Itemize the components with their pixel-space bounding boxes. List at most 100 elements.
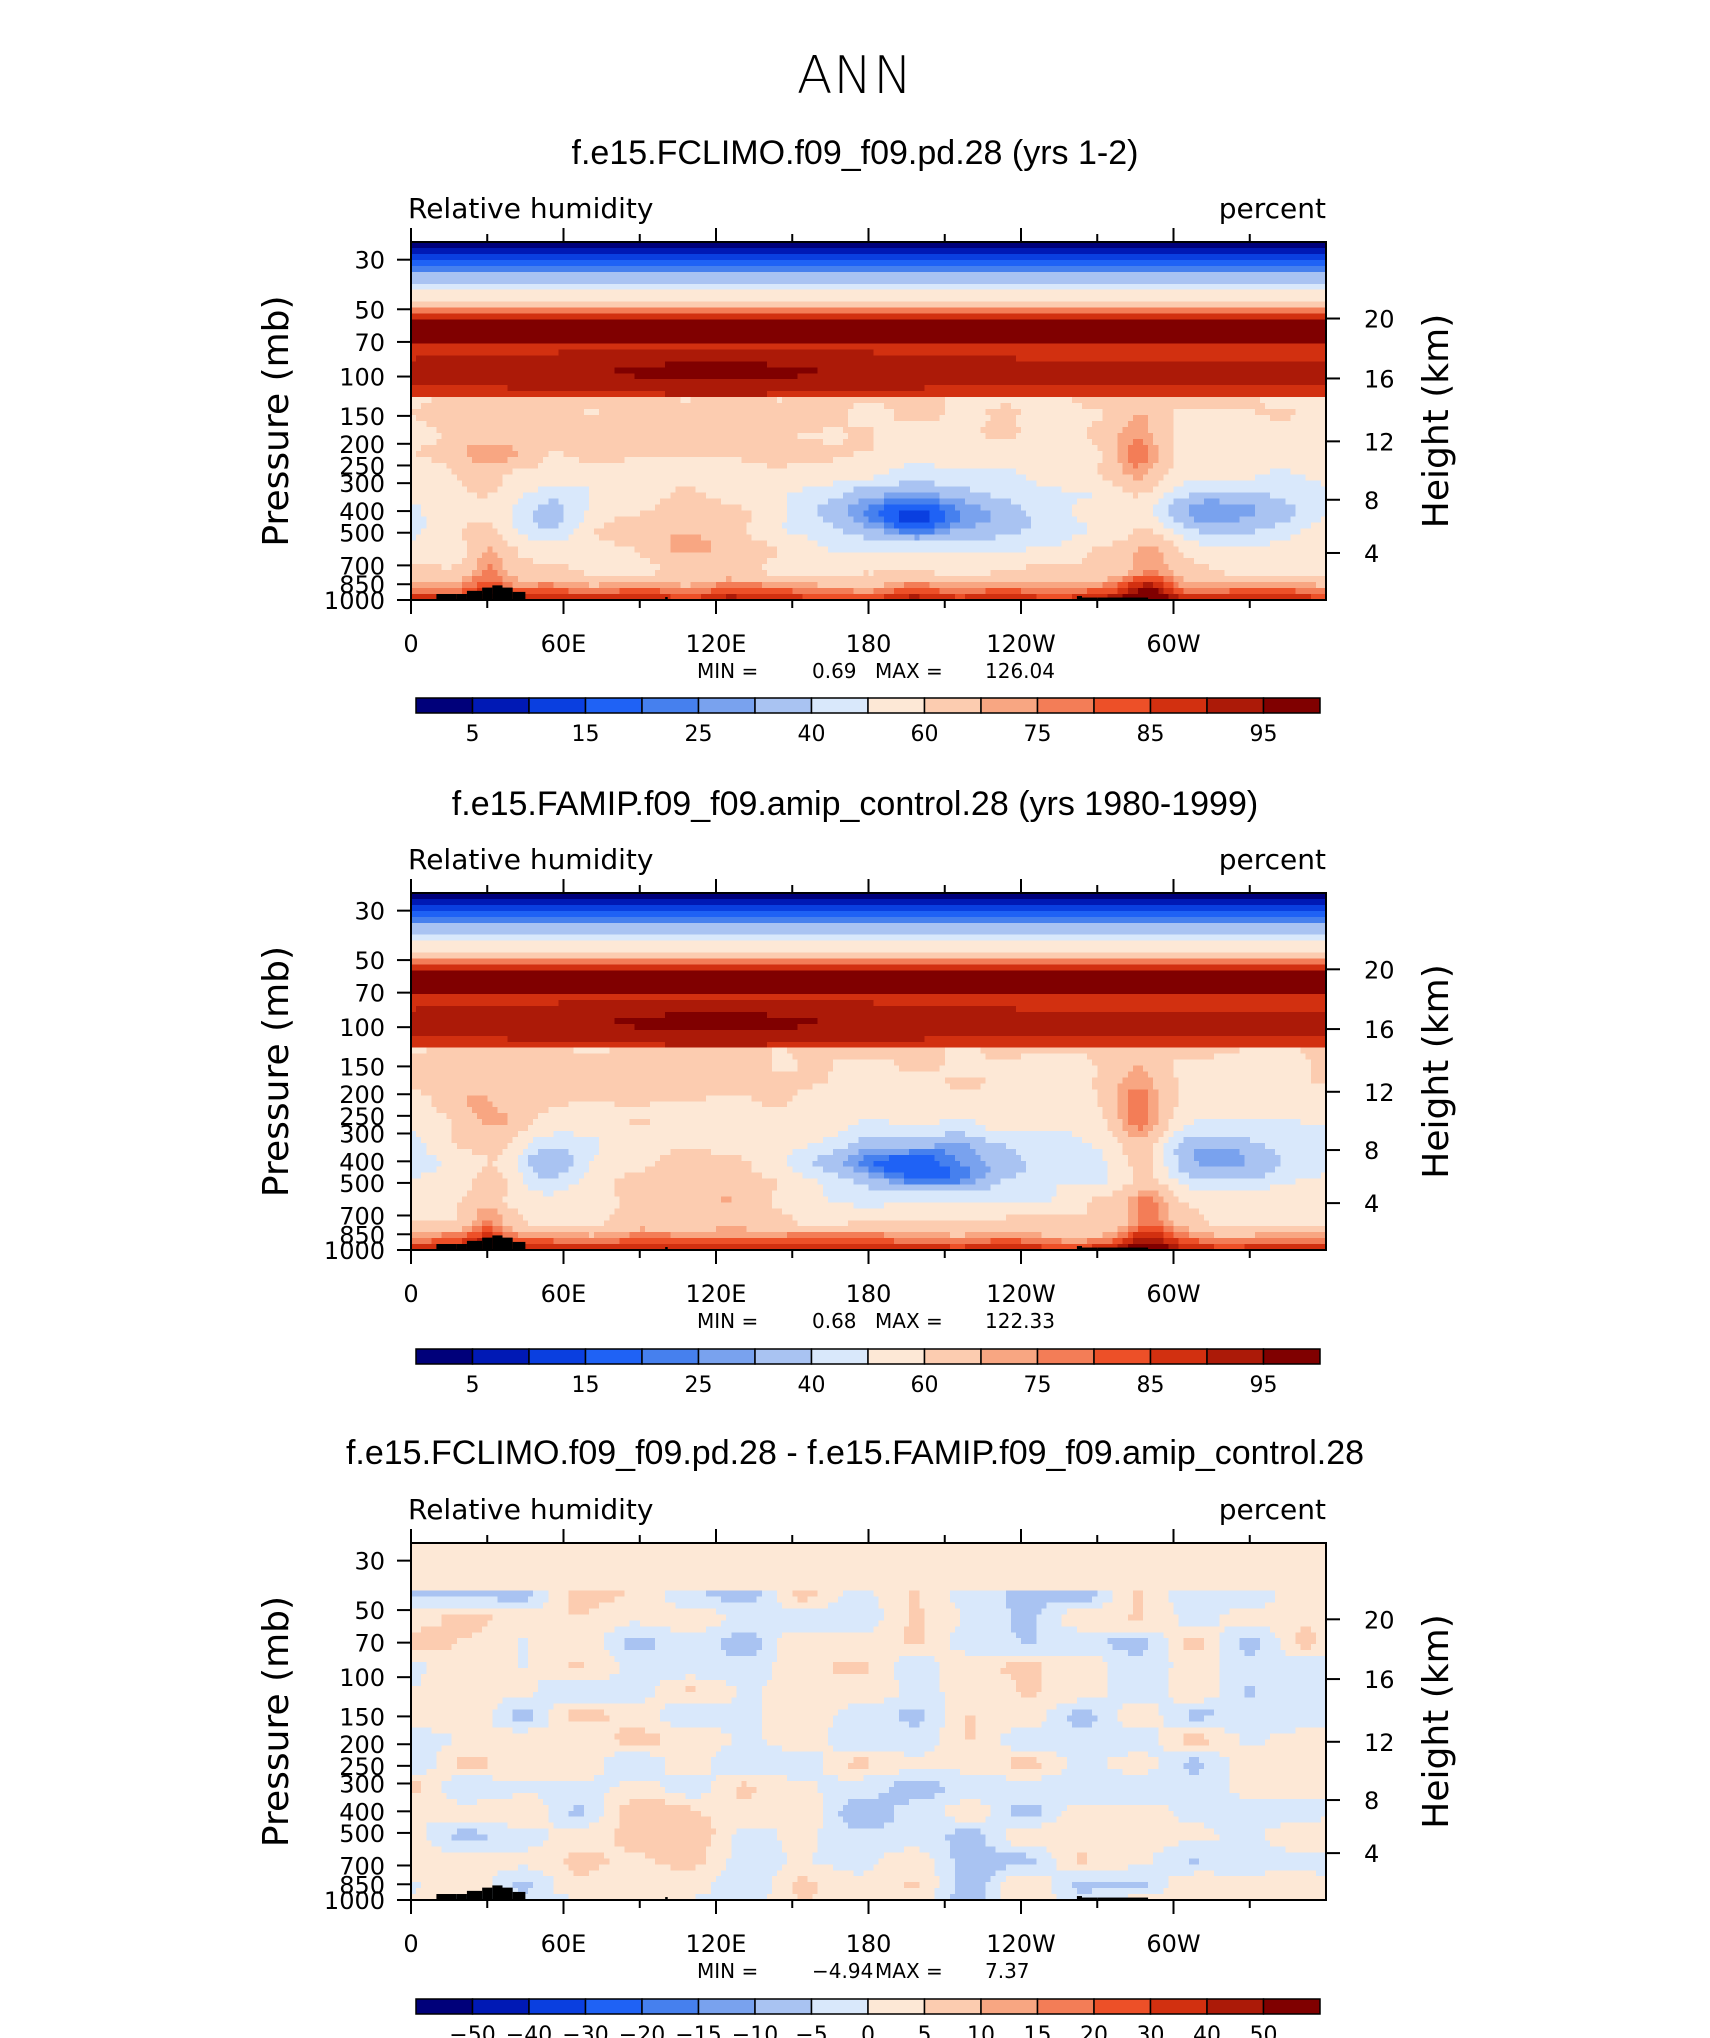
field-cell: [1107, 272, 1113, 279]
field-cell: [914, 367, 920, 374]
field-cell: [787, 385, 793, 392]
field-cell: [1016, 373, 1022, 380]
field-cell: [1219, 361, 1225, 368]
field-cell: [1168, 290, 1174, 297]
field-cell: [1194, 326, 1200, 333]
field-cell: [691, 385, 697, 392]
field-cell: [818, 284, 824, 291]
field-cell: [436, 379, 442, 386]
field-cell: [1163, 326, 1169, 333]
field-cell: [792, 290, 798, 297]
field-cell: [436, 367, 442, 374]
field-cell: [1077, 260, 1083, 267]
field-cell: [680, 302, 686, 309]
field-cell: [1143, 343, 1149, 350]
field-cell: [1006, 355, 1012, 362]
field-cell: [726, 254, 732, 261]
field-cell: [863, 337, 869, 344]
field-cell: [1270, 337, 1276, 344]
field-cell: [503, 314, 509, 321]
field-cell: [594, 254, 600, 261]
field-cell: [731, 332, 737, 339]
field-cell: [741, 379, 747, 386]
field-cell: [477, 379, 483, 386]
field-cell: [1285, 349, 1291, 356]
field-cell: [457, 248, 463, 255]
field-cell: [426, 337, 432, 344]
field-cell: [1102, 343, 1108, 350]
field-cell: [721, 361, 727, 368]
field-cell: [884, 326, 890, 333]
field-cell: [467, 278, 473, 285]
field-cell: [543, 284, 549, 291]
field-cell: [1082, 272, 1088, 279]
field-cell: [914, 337, 920, 344]
field-cell: [747, 266, 753, 273]
field-cell: [823, 361, 829, 368]
field-cell: [569, 391, 575, 398]
field-cell: [1245, 266, 1251, 273]
field-cell: [899, 272, 905, 279]
field-cell: [696, 314, 702, 321]
field-cell: [863, 272, 869, 279]
field-cell: [1179, 349, 1185, 356]
field-cell: [691, 379, 697, 386]
field-cell: [757, 290, 763, 297]
field-cell: [1092, 391, 1098, 398]
field-cell: [564, 254, 570, 261]
field-cell: [701, 355, 707, 362]
field-cell: [589, 332, 595, 339]
field-cell: [630, 290, 636, 297]
field-cell: [1057, 266, 1063, 273]
field-cell: [797, 332, 803, 339]
field-cell: [1041, 326, 1047, 333]
field-cell: [604, 326, 610, 333]
field-cell: [680, 361, 686, 368]
field-cell: [1260, 355, 1266, 362]
field-cell: [1062, 308, 1068, 315]
field-cell: [772, 308, 778, 315]
field-cell: [838, 272, 844, 279]
field-cell: [879, 332, 885, 339]
field-cell: [1072, 349, 1078, 356]
field-cell: [838, 355, 844, 362]
field-cell: [630, 308, 636, 315]
field-cell: [894, 254, 900, 261]
field-cell: [609, 308, 615, 315]
field-cell: [1062, 337, 1068, 344]
field-cell: [1148, 260, 1154, 267]
field-cell: [1306, 266, 1312, 273]
field-cell: [960, 278, 966, 285]
field-cell: [1016, 284, 1022, 291]
field-cell: [503, 349, 509, 356]
field-cell: [996, 248, 1002, 255]
field-cell: [655, 343, 661, 350]
field-cell: [1280, 373, 1286, 380]
field-cell: [416, 260, 422, 267]
field-cell: [747, 248, 753, 255]
field-cell: [619, 302, 625, 309]
field-cell: [1240, 278, 1246, 285]
field-cell: [594, 290, 600, 297]
field-cell: [1087, 266, 1093, 273]
field-cell: [858, 266, 864, 273]
field-cell: [558, 385, 564, 392]
field-cell: [655, 314, 661, 321]
field-cell: [513, 355, 519, 362]
field-cell: [1041, 260, 1047, 267]
field-cell: [914, 361, 920, 368]
field-cell: [1189, 266, 1195, 273]
field-cell: [1133, 337, 1139, 344]
field-cell: [426, 367, 432, 374]
field-cell: [1280, 302, 1286, 309]
field-cell: [665, 326, 671, 333]
field-cell: [675, 254, 681, 261]
field-cell: [1184, 355, 1190, 362]
field-cell: [462, 361, 468, 368]
field-cell: [747, 302, 753, 309]
field-cell: [884, 266, 890, 273]
field-cell: [1133, 254, 1139, 261]
field-cell: [528, 296, 534, 303]
field-cell: [1011, 308, 1017, 315]
field-cell: [640, 302, 646, 309]
